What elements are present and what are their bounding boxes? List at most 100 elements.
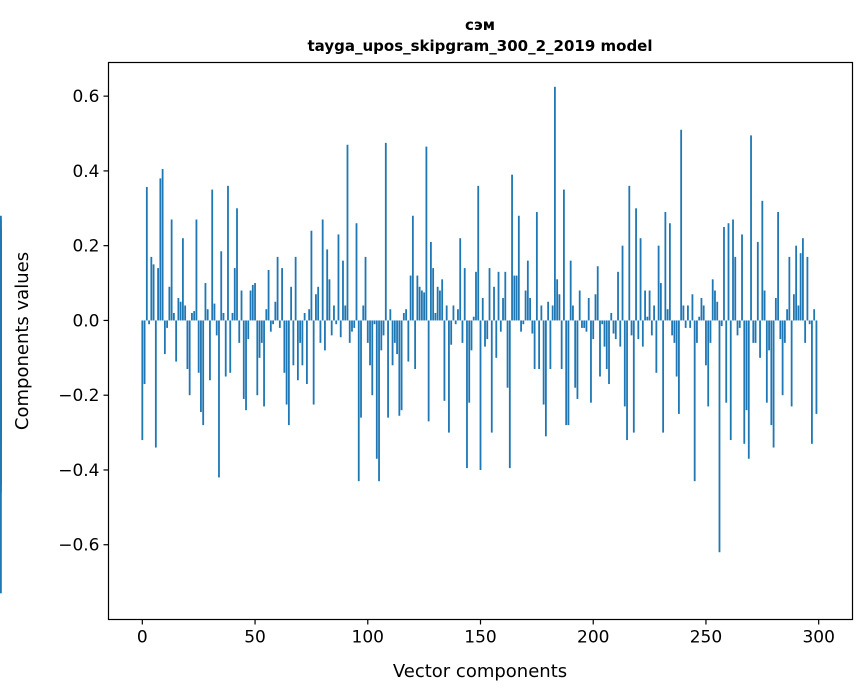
bar-281 (774, 298, 777, 321)
bar-50 (254, 283, 256, 321)
bar-63 (283, 320, 286, 373)
bar-106 (380, 320, 383, 351)
bar-294 (804, 320, 807, 343)
bar-149 (477, 185, 480, 321)
bar-170 (524, 290, 527, 321)
bar-299 (815, 320, 818, 414)
bar-142 (461, 320, 464, 343)
bar-undefined (0, 294, 2, 321)
bar-198 (587, 298, 590, 321)
bar-210 (614, 320, 617, 340)
bar-179 (544, 320, 547, 437)
bar-175 (535, 212, 538, 321)
y-axis-ticks: −0.6 −0.4 −0.2 0.0 0.2 0.4 0.6 (58, 87, 109, 556)
bar-41 (233, 268, 236, 321)
bar-274 (759, 320, 761, 358)
x-tick-label: 50 (244, 628, 266, 648)
bar-114 (398, 320, 401, 416)
bar-35 (220, 251, 223, 321)
bar-97 (360, 320, 362, 418)
plot-frame (107, 61, 854, 621)
bar-238 (678, 320, 680, 414)
bar-182 (551, 305, 554, 321)
bar-254 (714, 290, 716, 321)
bar-273 (756, 241, 759, 321)
bar-121 (414, 320, 417, 370)
bar-16 (177, 298, 180, 321)
bar-205 (603, 320, 606, 347)
bar-71 (301, 320, 304, 366)
bar-1 (143, 320, 146, 384)
bar-3 (148, 320, 150, 325)
bar-208 (610, 312, 613, 321)
y-tick-label: 0.2 (72, 237, 99, 257)
bar-287 (788, 256, 791, 321)
bar-132 (439, 290, 441, 321)
bar-231 (662, 320, 665, 433)
bar-81 (324, 320, 326, 351)
bar-141 (459, 238, 462, 321)
bar-206 (605, 320, 608, 370)
bar-284 (781, 320, 784, 396)
bar-276 (763, 290, 766, 321)
bar-221 (639, 238, 642, 321)
bar-243 (689, 320, 692, 328)
bar-174 (533, 320, 536, 370)
bar-119 (409, 275, 412, 321)
y-tick-label: −0.4 (58, 461, 99, 481)
bar-268 (745, 320, 748, 411)
bar-136 (448, 320, 450, 433)
bar-123 (418, 286, 421, 321)
bar-258 (723, 226, 725, 321)
bar-220 (637, 320, 640, 340)
bar-195 (581, 320, 583, 328)
bar-211 (617, 271, 619, 321)
bar-191 (572, 305, 574, 321)
bar-14 (172, 312, 175, 321)
bar-80 (321, 219, 324, 321)
bar-263 (734, 256, 737, 321)
bar-253 (711, 279, 714, 321)
bar-34 (218, 320, 220, 478)
bar-245 (693, 320, 696, 482)
bar-108 (384, 142, 387, 321)
bar-164 (511, 174, 513, 321)
bar-251 (707, 320, 710, 407)
bar-283 (779, 320, 782, 340)
bar-74 (308, 309, 311, 321)
bar-180 (547, 301, 550, 321)
bar-8 (159, 178, 162, 321)
bar-122 (416, 275, 419, 321)
bar-227 (653, 305, 655, 321)
bar-135 (445, 305, 448, 321)
bar-242 (687, 305, 689, 321)
bar-124 (420, 290, 423, 321)
bar-146 (470, 320, 473, 351)
bar-62 (281, 268, 283, 321)
bar-225 (648, 290, 651, 321)
bar-48 (249, 290, 252, 321)
bar-22 (191, 312, 193, 321)
bar-229 (657, 245, 660, 321)
y-axis-label: Components values (12, 252, 33, 430)
bar-233 (666, 309, 669, 321)
bar-15 (175, 320, 178, 362)
bar-37 (224, 320, 227, 377)
bar-131 (436, 286, 439, 321)
bar-156 (493, 286, 495, 321)
bar-172 (529, 298, 531, 321)
bar-295 (806, 256, 809, 321)
bar-162 (506, 320, 509, 388)
chart-title: сэм (465, 16, 495, 34)
bar-201 (594, 294, 597, 321)
bar-56 (267, 269, 270, 321)
bar-112 (393, 320, 396, 343)
bar-223 (644, 290, 646, 321)
bar-237 (675, 320, 678, 377)
bar-181 (549, 320, 552, 370)
bar-36 (222, 312, 225, 321)
bar-12 (168, 286, 171, 321)
bar-105 (378, 320, 380, 482)
